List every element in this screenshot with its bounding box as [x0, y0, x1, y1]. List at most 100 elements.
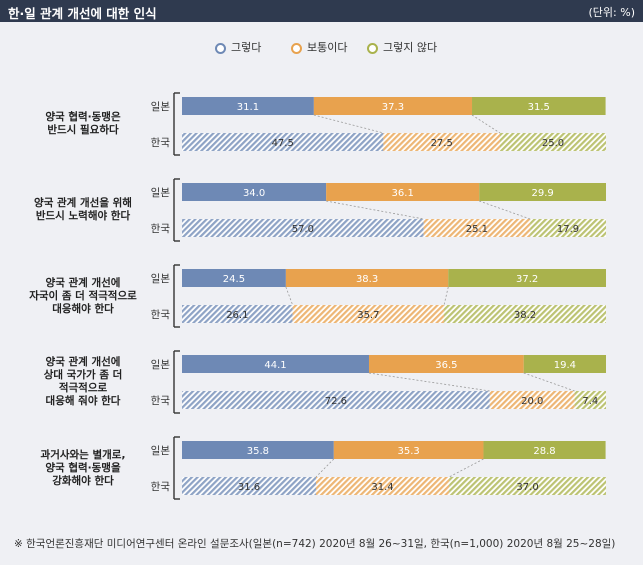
- row-label-japan: 일본: [151, 358, 171, 371]
- bar-japan-yes: [182, 183, 327, 201]
- value-label-korea-no: 25.0: [542, 138, 564, 149]
- legend-dot-yes: [215, 43, 226, 54]
- row-label-japan: 일본: [151, 100, 171, 113]
- category-group-1: 일본 31.1 37.3 31.5 한국 47.5 27.5 25.0: [151, 92, 606, 156]
- category-label-line: 강화해야 한다: [52, 474, 114, 487]
- row-label-japan: 일본: [151, 186, 171, 199]
- bar-korea-yes: [182, 477, 316, 495]
- category-label-line: 반드시 필요하다: [47, 124, 119, 136]
- value-label-korea-neutral: 27.5: [431, 138, 453, 149]
- value-label-korea-neutral: 31.4: [371, 482, 393, 493]
- category-label-line: 양국 관계 개선에: [45, 276, 121, 289]
- value-label-japan-yes: 24.5: [223, 274, 245, 285]
- value-label-korea-yes: 26.1: [226, 310, 248, 321]
- value-label-korea-neutral: 20.0: [521, 396, 543, 407]
- value-label-korea-yes: 57.0: [292, 224, 314, 235]
- row-label-japan: 일본: [151, 272, 171, 285]
- value-label-japan-neutral: 35.3: [397, 446, 419, 457]
- category-label-line: 양국 협력·동맹을: [45, 461, 121, 474]
- chart-title: 한·일 관계 개선에 대한 인식: [8, 6, 157, 21]
- value-label-korea-no: 7.4: [582, 396, 598, 407]
- value-label-japan-no: 28.8: [533, 446, 555, 457]
- bar-korea-neutral: [383, 133, 500, 151]
- bar-korea-no: [449, 477, 606, 495]
- value-label-korea-no: 17.9: [557, 224, 579, 235]
- connector-line: [285, 286, 294, 306]
- category-label-5: 과거사와는 별개로, 양국 협력·동맹을 강화해야 한다: [8, 449, 158, 488]
- bar-korea-no: [444, 305, 606, 323]
- bar-korea-no: [574, 391, 606, 409]
- connector-line: [479, 200, 531, 220]
- bar-japan-neutral: [333, 441, 484, 459]
- category-label-line: 상대 국가가 좀 더: [43, 369, 123, 381]
- value-label-korea-no: 37.0: [516, 482, 538, 493]
- value-label-korea-yes: 31.6: [238, 482, 260, 493]
- unit-label: (단위: %): [588, 6, 635, 19]
- category-group-3: 일본 24.5 38.3 37.2 한국 26.1 35.7 38.2: [151, 264, 606, 328]
- value-label-japan-no: 31.5: [528, 102, 550, 113]
- bar-korea-neutral: [292, 305, 445, 323]
- value-label-japan-no: 37.2: [516, 274, 538, 285]
- bar-japan-no: [479, 183, 606, 201]
- category-group-2: 일본 34.0 36.1 29.9 한국 57.0 25.1 17.9: [151, 178, 606, 242]
- category-label-1: 양국 협력·동맹은 반드시 필요하다: [8, 111, 158, 137]
- bar-japan-neutral: [368, 355, 524, 373]
- bar-korea-neutral: [315, 477, 450, 495]
- category-label-line: 자국이 좀 더 적극적으로: [29, 289, 137, 302]
- connector-line: [471, 114, 501, 134]
- value-label-korea-yes: 72.6: [325, 396, 347, 407]
- row-label-korea: 한국: [151, 395, 171, 407]
- bar-japan-yes: [182, 355, 369, 373]
- category-label-line: 적극적으로: [58, 382, 108, 394]
- value-label-japan-neutral: 37.3: [382, 102, 404, 113]
- bar-japan-yes: [182, 269, 286, 287]
- bar-japan-yes: [182, 441, 334, 459]
- bar-korea-yes: [182, 391, 490, 409]
- bar-japan-yes: [182, 97, 314, 115]
- bar-korea-neutral: [489, 391, 575, 409]
- bar-japan-no: [483, 441, 606, 459]
- value-label-japan-no: 19.4: [554, 360, 576, 371]
- bar-japan-neutral: [326, 183, 480, 201]
- value-label-japan-yes: 44.1: [264, 360, 286, 371]
- bar-korea-yes: [182, 219, 424, 237]
- bar-korea-neutral: [423, 219, 531, 237]
- legend-label-no: 그렇지 않다: [383, 41, 438, 54]
- connector-line: [313, 114, 384, 134]
- category-label-line: 대응해 줘야 한다: [45, 395, 121, 407]
- bar-japan-neutral: [313, 97, 473, 115]
- legend: 그렇다 보통이다 그렇지 않다: [0, 38, 643, 58]
- category-label-4: 양국 관계 개선에 상대 국가가 좀 더 적극적으로 대응해 줘야 한다: [8, 356, 158, 408]
- connector-line: [523, 372, 575, 392]
- category-label-3: 양국 관계 개선에 자국이 좀 더 적극적으로 대응해야 한다: [8, 277, 158, 316]
- legend-label-neutral: 보통이다: [307, 41, 348, 54]
- bar-japan-no: [523, 355, 606, 373]
- bar-japan-no: [472, 97, 606, 115]
- row-label-korea: 한국: [151, 481, 171, 493]
- value-label-japan-neutral: 38.3: [356, 274, 378, 285]
- value-label-korea-neutral: 25.1: [466, 224, 488, 235]
- header-bar: 한·일 관계 개선에 대한 인식 (단위: %): [0, 0, 643, 22]
- connector-line: [448, 458, 484, 478]
- category-label-line: 대응해야 한다: [52, 302, 114, 315]
- value-label-japan-yes: 34.0: [243, 188, 265, 199]
- legend-dot-neutral: [291, 43, 302, 54]
- value-label-japan-neutral: 36.1: [392, 188, 414, 199]
- bar-japan-no: [448, 269, 606, 287]
- row-label-korea: 한국: [151, 223, 171, 235]
- category-label-line: 과거사와는 별개로,: [40, 448, 126, 461]
- connector-line: [326, 200, 424, 220]
- legend-label-yes: 그렇다: [231, 41, 262, 54]
- value-label-korea-yes: 47.5: [272, 138, 294, 149]
- bar-korea-no: [530, 219, 606, 237]
- category-label-2: 양국 관계 개선을 위해 반드시 노력해야 한다: [8, 197, 158, 223]
- bar-japan-neutral: [285, 269, 449, 287]
- value-label-korea-no: 38.2: [514, 310, 536, 321]
- value-label-japan-yes: 35.8: [247, 446, 269, 457]
- value-label-japan-neutral: 36.5: [435, 360, 457, 371]
- value-label-japan-yes: 31.1: [237, 102, 259, 113]
- category-label-line: 반드시 노력해야 한다: [35, 210, 131, 222]
- row-label-korea: 한국: [151, 137, 171, 149]
